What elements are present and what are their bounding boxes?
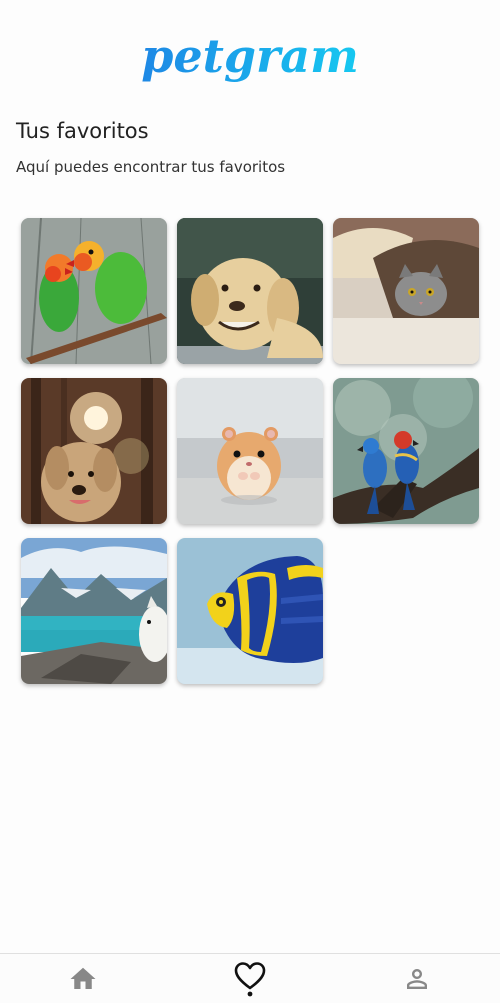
dog-in-forest-photo	[21, 378, 167, 524]
page-title: Tus favoritos	[16, 119, 149, 143]
petgram-logo: petgram	[141, 29, 359, 83]
nav-favorites[interactable]	[220, 954, 280, 1003]
favorite-card-fish[interactable]	[177, 538, 323, 684]
nav-home[interactable]	[53, 954, 113, 1003]
favorite-card-macaws[interactable]	[333, 378, 479, 524]
brand-text: petgram	[141, 29, 359, 83]
favorite-card-hamster[interactable]	[177, 378, 323, 524]
favorite-card-forest-dog[interactable]	[21, 378, 167, 524]
labrador-photo	[177, 218, 323, 364]
favorite-card-cat[interactable]	[333, 218, 479, 364]
favorite-card-labrador[interactable]	[177, 218, 323, 364]
dog-by-lake-photo	[21, 538, 167, 684]
favorite-card-lake-dog[interactable]	[21, 538, 167, 684]
nav-user[interactable]	[387, 954, 447, 1003]
lovebirds-photo	[21, 218, 167, 364]
heart-icon	[234, 961, 266, 996]
macaws-photo	[333, 378, 479, 524]
favorites-grid	[21, 218, 481, 684]
logo-link[interactable]: petgram	[0, 28, 500, 90]
bottom-navbar	[0, 953, 500, 1003]
hamster-photo	[177, 378, 323, 524]
page-subtitle: Aquí puedes encontrar tus favoritos	[16, 158, 286, 176]
favorite-card-lovebirds[interactable]	[21, 218, 167, 364]
home-icon	[70, 967, 96, 989]
fish-photo	[177, 538, 323, 684]
user-icon	[406, 968, 427, 989]
cat-under-blanket-photo	[333, 218, 479, 364]
